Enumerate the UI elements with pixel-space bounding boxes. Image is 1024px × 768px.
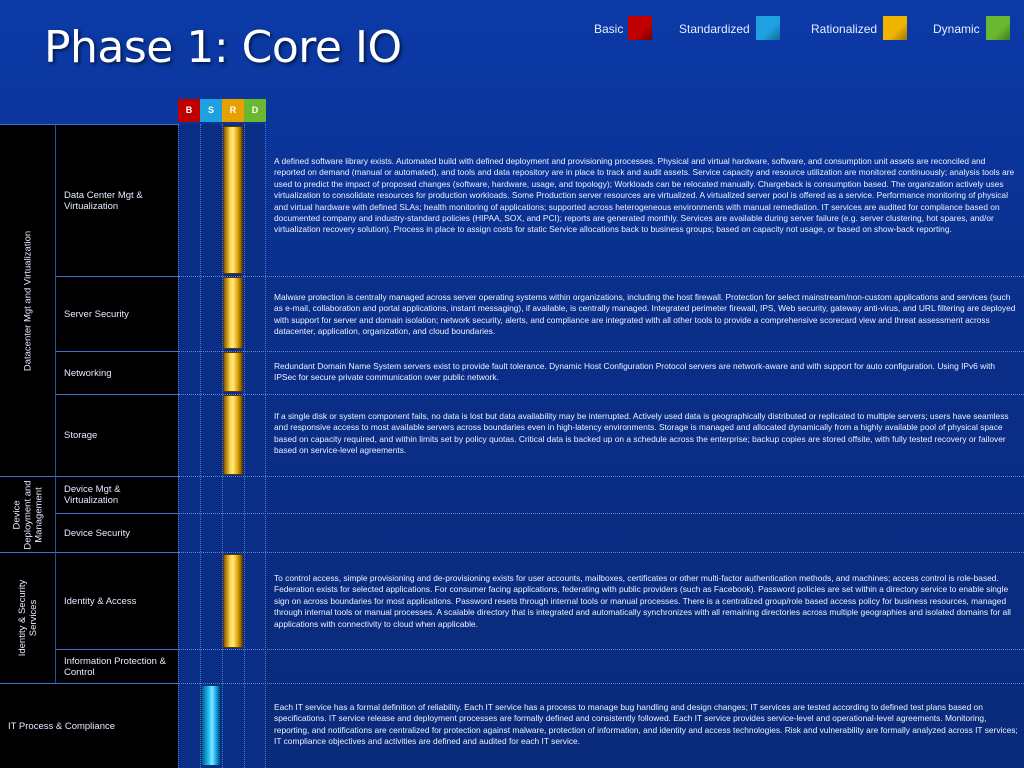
column-header-rationalized: R [222,99,244,122]
row-label-identity-access: Identity & Access [55,552,178,649]
row-label-device-security: Device Security [55,513,178,552]
row-label: Server Security [64,308,129,320]
level-bar-server-security [223,277,243,349]
row-divider [178,476,1024,477]
page-title: Phase 1: Core IO [44,22,402,73]
level-bar-storage [223,395,243,475]
legend-swatch-standardized [756,16,780,40]
legend-swatch-dynamic [986,16,1010,40]
row-label: Data Center Mgt & Virtualization [64,189,143,212]
legend-label: Rationalized [811,22,878,36]
legend-label: Basic [594,22,624,36]
level-bar-identity-access [223,554,243,648]
row-description-networking: Redundant Domain Name System servers exi… [274,361,996,383]
column-header-basic: B [178,99,200,122]
legend-label: Dynamic [933,22,980,36]
category-identity-security: Identity & Security Services [0,552,55,683]
legend-label: Standardized [679,22,750,36]
row-description-data-center-mgt: A defined software library exists. Autom… [274,156,1015,235]
row-label: Information Protection & Control [64,655,166,678]
legend-swatch-basic [628,16,652,40]
row-label-data-center-mgt: Data Center Mgt & Virtualization [55,124,178,276]
row-description-server-security: Malware protection is centrally managed … [274,292,1016,337]
row-divider [178,552,1024,553]
row-label: IT Process & Compliance [8,720,116,732]
row-label: Identity & Access [64,595,137,607]
row-divider [178,649,1024,650]
row-description-it-process: Each IT service has a formal definition … [274,702,1018,747]
level-bar-it-process [201,685,221,766]
category-device-deployment: Device Deployment and Management [0,476,55,552]
column-basic [178,124,200,768]
row-divider [178,276,1024,277]
maturity-grid: Datacenter Mgt and Virtualization Device… [0,124,1024,768]
row-label-it-process: IT Process & Compliance [0,683,178,768]
category-label: Identity & Security Services [16,579,39,657]
category-label: Device Deployment and Management [11,479,44,550]
row-description-identity-access: To control access, simple provisioning a… [274,573,1011,629]
column-header-standardized: S [200,99,222,122]
category-datacenter-mgt: Datacenter Mgt and Virtualization [0,124,55,476]
row-label: Device Mgt & Virtualization [64,484,121,506]
level-bar-networking [223,352,243,392]
level-columns [178,124,266,768]
column-dynamic [244,124,266,768]
column-standardized [200,124,222,768]
row-divider [178,351,1024,352]
row-label-server-security: Server Security [55,276,178,351]
row-label: Device Security [64,527,130,539]
row-description-storage: If a single disk or system component fai… [274,411,1009,456]
row-divider [178,513,1024,514]
row-divider [178,683,1024,684]
level-bar-data-center-mgt [223,126,243,274]
row-divider [178,394,1024,395]
row-label-storage: Storage [55,394,178,476]
row-label-info-protection: Information Protection & Control [55,649,178,683]
legend-swatch-rationalized [883,16,907,40]
row-label-networking: Networking [55,351,178,394]
row-label: Storage [64,430,98,441]
column-header-dynamic: D [244,99,266,122]
category-label: Datacenter Mgt and Virtualization [22,230,33,371]
row-label: Networking [64,367,112,379]
row-label-device-mgt: Device Mgt & Virtualization [55,476,178,513]
